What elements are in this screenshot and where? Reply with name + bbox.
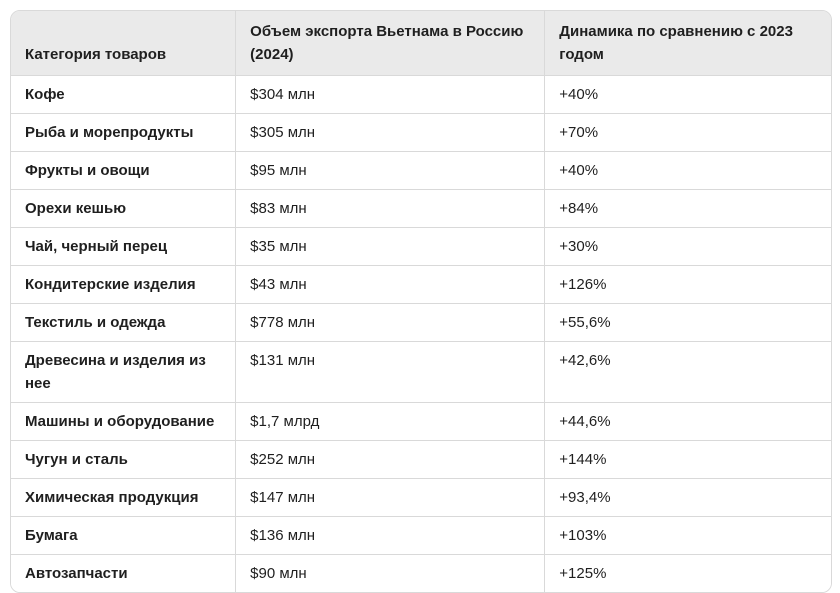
category-cell: Кондитерские изделия (11, 265, 236, 304)
growth-cell: +40% (544, 151, 831, 190)
export-volume-cell: $147 млн (235, 478, 545, 517)
growth-cell: +93,4% (544, 478, 831, 517)
category-cell: Чугун и сталь (11, 440, 236, 479)
table-row: Химическая продукция $147 млн +93,4% (11, 478, 831, 517)
table-row: Чай, черный перец $35 млн +30% (11, 227, 831, 266)
table-row: Орехи кешью $83 млн +84% (11, 189, 831, 228)
growth-cell: +126% (544, 265, 831, 304)
export-volume-cell: $778 млн (235, 303, 545, 342)
table-row: Машины и оборудование $1,7 млрд +44,6% (11, 402, 831, 441)
table-row: Бумага $136 млн +103% (11, 516, 831, 555)
export-volume-cell: $136 млн (235, 516, 545, 555)
export-volume-cell: $35 млн (235, 227, 545, 266)
category-cell: Автозапчасти (11, 554, 236, 592)
category-cell: Орехи кешью (11, 189, 236, 228)
export-volume-cell: $43 млн (235, 265, 545, 304)
column-header-category: Категория товаров (11, 11, 236, 76)
category-cell: Кофе (11, 75, 236, 114)
growth-cell: +44,6% (544, 402, 831, 441)
column-header-export-volume: Объем экспорта Вьетнама в Россию (2024) (235, 11, 545, 76)
table-row: Текстиль и одежда $778 млн +55,6% (11, 303, 831, 342)
export-volume-cell: $131 млн (235, 341, 545, 403)
growth-cell: +103% (544, 516, 831, 555)
growth-cell: +125% (544, 554, 831, 592)
export-volume-cell: $252 млн (235, 440, 545, 479)
growth-cell: +144% (544, 440, 831, 479)
export-volume-cell: $304 млн (235, 75, 545, 114)
header-row: Категория товаров Объем экспорта Вьетнам… (11, 11, 831, 76)
table-body: Кофе $304 млн +40% Рыба и морепродукты $… (11, 75, 831, 592)
table-row: Рыба и морепродукты $305 млн +70% (11, 113, 831, 152)
table-row: Древесина и изделия из нее $131 млн +42,… (11, 341, 831, 403)
growth-cell: +40% (544, 75, 831, 114)
category-cell: Рыба и морепродукты (11, 113, 236, 152)
category-cell: Фрукты и овощи (11, 151, 236, 190)
column-header-growth: Динамика по сравнению с 2023 годом (544, 11, 831, 76)
export-volume-cell: $83 млн (235, 189, 545, 228)
table-row: Автозапчасти $90 млн +125% (11, 554, 831, 592)
growth-cell: +30% (544, 227, 831, 266)
table-row: Кондитерские изделия $43 млн +126% (11, 265, 831, 304)
export-volume-cell: $1,7 млрд (235, 402, 545, 441)
export-table-container: Категория товаров Объем экспорта Вьетнам… (10, 10, 832, 593)
table-row: Фрукты и овощи $95 млн +40% (11, 151, 831, 190)
category-cell: Машины и оборудование (11, 402, 236, 441)
category-cell: Чай, черный перец (11, 227, 236, 266)
table-row: Кофе $304 млн +40% (11, 75, 831, 114)
growth-cell: +55,6% (544, 303, 831, 342)
category-cell: Текстиль и одежда (11, 303, 236, 342)
table-row: Чугун и сталь $252 млн +144% (11, 440, 831, 479)
export-volume-cell: $90 млн (235, 554, 545, 592)
category-cell: Бумага (11, 516, 236, 555)
growth-cell: +70% (544, 113, 831, 152)
export-volume-cell: $95 млн (235, 151, 545, 190)
table-header: Категория товаров Объем экспорта Вьетнам… (11, 11, 831, 76)
export-volume-cell: $305 млн (235, 113, 545, 152)
growth-cell: +42,6% (544, 341, 831, 403)
category-cell: Древесина и изделия из нее (11, 341, 236, 403)
category-cell: Химическая продукция (11, 478, 236, 517)
export-table: Категория товаров Объем экспорта Вьетнам… (11, 11, 831, 592)
growth-cell: +84% (544, 189, 831, 228)
